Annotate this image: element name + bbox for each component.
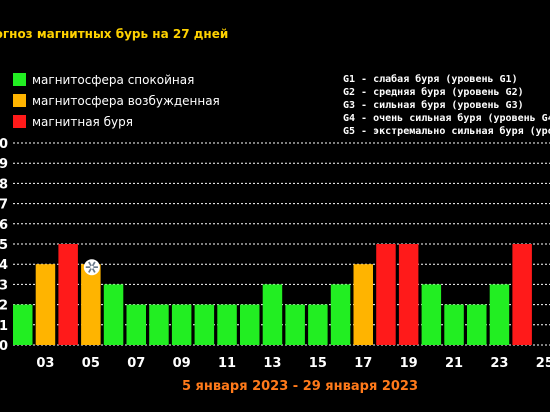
bar — [171, 304, 192, 345]
bar — [35, 264, 56, 345]
y-tick-label: 8 — [0, 177, 8, 192]
bar — [58, 244, 78, 345]
y-tick-label: 4 — [0, 258, 8, 273]
bar — [376, 244, 396, 345]
y-tick-label: 3 — [0, 278, 8, 293]
y-tick-label: 7 — [0, 198, 8, 213]
legend-swatch-quiet — [13, 73, 26, 86]
y-tick-label: 0 — [0, 339, 8, 354]
x-tick-label: 25 — [536, 356, 550, 371]
bar — [512, 244, 532, 345]
g-level-1: G1 - слабая буря (уровень G1) — [343, 73, 518, 85]
x-tick-label: 21 — [445, 356, 463, 371]
bar — [149, 304, 169, 345]
x-tick-label: 17 — [354, 356, 372, 371]
bar — [353, 264, 373, 345]
plot-area: 012345678910030507091113151719212325 — [0, 137, 550, 371]
x-tick-label: 07 — [127, 356, 145, 371]
x-tick-label: 15 — [309, 356, 327, 371]
legend-label-quiet: магнитосфера спокойная — [32, 73, 194, 87]
x-tick-label: 09 — [173, 356, 191, 371]
bar — [13, 304, 33, 345]
bar — [126, 304, 146, 345]
bar — [398, 244, 419, 345]
y-tick-label: 9 — [0, 157, 8, 172]
g-level-2: G2 - средняя буря (уровень G2) — [343, 86, 524, 98]
snowflake-icon — [83, 259, 100, 276]
bar — [330, 284, 351, 345]
y-tick-label: 5 — [0, 238, 8, 253]
bar — [489, 284, 510, 345]
g-level-5: G5 - экстремально сильная буря (уровень … — [343, 125, 550, 137]
x-tick-label: 19 — [400, 356, 418, 371]
x-tick-label: 03 — [36, 356, 54, 371]
bar — [262, 284, 283, 345]
legend-label-storm: магнитная буря — [32, 115, 133, 129]
x-tick-label: 23 — [490, 356, 508, 371]
bar — [285, 304, 305, 345]
y-tick-label: 2 — [0, 299, 8, 314]
bar — [194, 304, 215, 345]
date-range: 5 января 2023 - 29 января 2023 — [182, 379, 418, 394]
bar — [240, 304, 260, 345]
bar — [81, 264, 101, 345]
legend-swatch-storm — [13, 115, 26, 128]
y-tick-label: 6 — [0, 218, 8, 233]
bar — [103, 284, 124, 345]
bar — [467, 304, 487, 345]
x-tick-label: 05 — [82, 356, 100, 371]
x-tick-label: 13 — [263, 356, 281, 371]
bar — [308, 304, 328, 345]
g-level-3: G3 - сильная буря (уровень G3) — [343, 99, 524, 111]
bar — [217, 304, 237, 345]
x-tick-label: 11 — [218, 356, 236, 371]
legend-swatch-active — [13, 94, 26, 107]
y-tick-label: 10 — [0, 137, 8, 152]
g-level-4: G4 - очень сильная буря (уровень G4) — [343, 112, 550, 124]
chart-title: Прогноз магнитных бурь на 27 дней — [0, 27, 228, 41]
legend-label-active: магнитосфера возбужденная — [32, 94, 220, 108]
bar — [444, 304, 464, 345]
bar — [421, 284, 442, 345]
y-tick-label: 1 — [0, 319, 8, 334]
